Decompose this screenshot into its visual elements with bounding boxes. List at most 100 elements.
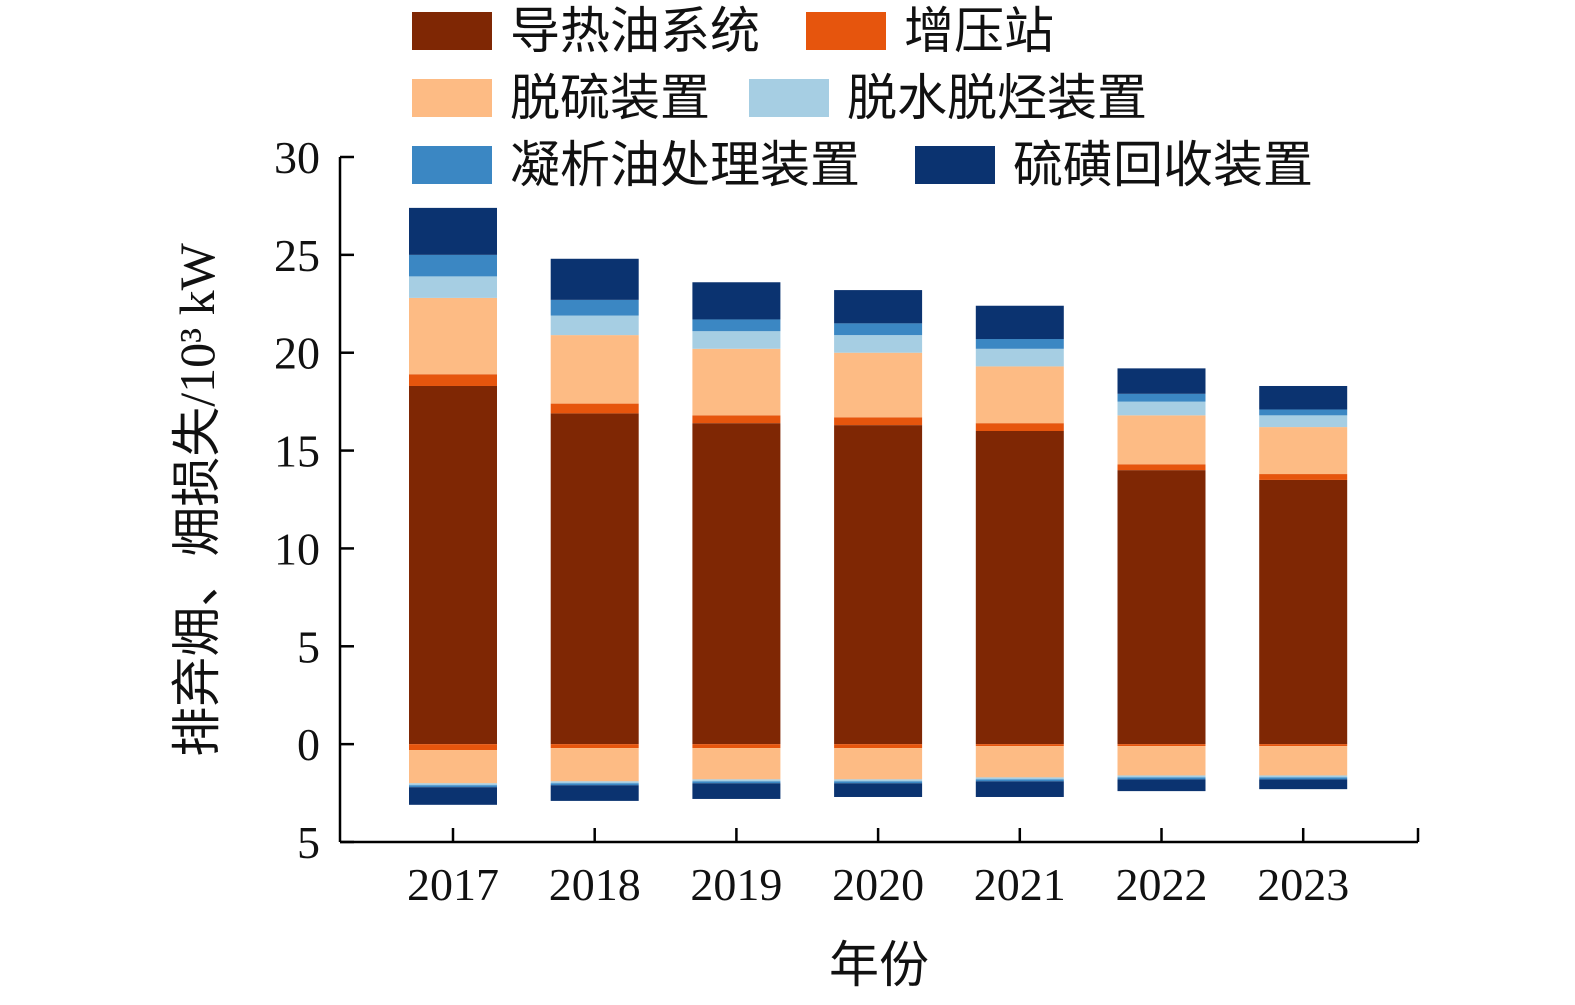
bar-segment-negative [409, 787, 497, 805]
bar-segment [1117, 401, 1206, 416]
bar-segment [409, 276, 497, 298]
x-tick-label: 2018 [549, 859, 641, 910]
bar-segment [975, 339, 1064, 349]
bar-segment [550, 335, 639, 404]
bar-segment [692, 348, 781, 416]
bar-segment [1259, 427, 1348, 475]
bar-segment-negative [550, 748, 639, 782]
y-tick-label: 20 [274, 328, 320, 379]
bar-segment-negative [1259, 744, 1348, 747]
bar-segment-negative [834, 779, 923, 782]
y-ticks: 30 25 20 15 10 5 0 5 [274, 132, 354, 868]
bar-segment-negative [550, 785, 639, 801]
legend-swatch [412, 146, 492, 184]
bar-segment-negative [975, 744, 1064, 747]
bar-segment-negative [692, 783, 781, 799]
bar-segment-negative [692, 744, 781, 749]
bar-segment-negative [1259, 775, 1348, 778]
bar-segment-negative [975, 779, 1064, 782]
legend-swatch [915, 146, 995, 184]
bar-segment [550, 299, 639, 316]
bar-segment [975, 348, 1064, 367]
bar-segment [1117, 368, 1206, 394]
bar-segment-negative [1117, 779, 1206, 792]
bar-segment [975, 366, 1064, 424]
bar-segment [409, 297, 497, 375]
bar-segment-negative [692, 779, 781, 782]
bar-segment [692, 415, 781, 424]
bar-segment [975, 423, 1064, 431]
bar-segment [409, 207, 497, 255]
bar-segment-negative [834, 783, 923, 797]
bar-segment-negative [834, 748, 923, 780]
y-tick-label: 5 [297, 621, 320, 672]
bar-segment [1117, 470, 1206, 745]
bar-segment-negative [1117, 744, 1206, 747]
legend-label: 导热油系统 [510, 3, 760, 59]
bar-segment-negative [1117, 746, 1206, 776]
bar-segment [834, 335, 923, 353]
bar-segment-negative [975, 746, 1064, 778]
bar-segment [550, 403, 639, 414]
bar-segment-negative [692, 748, 781, 780]
bar-segment [692, 282, 781, 320]
x-axis-title: 年份 [829, 937, 929, 993]
bar-segment [550, 258, 639, 300]
y-tick-label: 0 [297, 719, 320, 770]
bar-segment [834, 352, 923, 418]
bar-segment-negative [1259, 779, 1348, 790]
y-tick-label: 5 [297, 817, 320, 868]
legend-swatch [749, 79, 829, 117]
bar-segment [1117, 393, 1206, 402]
bar-segment [1117, 464, 1206, 471]
bar-segment-negative [975, 777, 1064, 780]
bar-segment [834, 323, 923, 336]
bar-segment-negative [975, 781, 1064, 797]
bar-segment [409, 385, 497, 745]
y-axis-title: 排弃㶲、㶲损失/10³ kW [169, 242, 225, 756]
bar-segment [409, 374, 497, 386]
x-tick-label: 2017 [407, 859, 499, 910]
bar-segment-negative [834, 744, 923, 749]
bar-segment [550, 413, 639, 745]
bar-segment-negative [409, 783, 497, 786]
y-tick-label: 30 [274, 132, 320, 183]
bar-segment [409, 254, 497, 277]
y-tick-label: 10 [274, 523, 320, 574]
bar-segment [1259, 385, 1348, 410]
bars [409, 207, 1348, 805]
bar-segment-negative [1259, 746, 1348, 776]
bar-segment [692, 423, 781, 745]
bar-segment [692, 319, 781, 332]
x-tick-label: 2022 [1116, 859, 1208, 910]
bar-segment [834, 425, 923, 745]
bar-segment-negative [692, 781, 781, 784]
x-tick-label: 2021 [974, 859, 1066, 910]
bar-segment [1117, 415, 1206, 465]
bar-segment [1259, 474, 1348, 480]
bar-segment-negative [834, 781, 923, 784]
bar-segment [975, 431, 1064, 745]
bar-segment-negative [409, 785, 497, 788]
bar-segment [834, 417, 923, 426]
legend-label: 凝析油处理装置 [510, 137, 860, 193]
y-tick-label: 25 [274, 230, 320, 281]
bar-segment [550, 315, 639, 336]
x-tick-label: 2020 [832, 859, 924, 910]
legend-label: 脱硫装置 [510, 70, 710, 126]
y-tick-label: 15 [274, 426, 320, 477]
bar-segment [692, 331, 781, 349]
legend-label: 硫磺回收装置 [1013, 137, 1313, 193]
bar-segment-negative [409, 744, 497, 751]
legend-label: 增压站 [904, 3, 1054, 59]
bar-segment-negative [1259, 777, 1348, 780]
legend-swatch [806, 12, 886, 50]
bar-segment [1259, 409, 1348, 416]
bar-segment-negative [1117, 777, 1206, 780]
legend-label: 脱水脱烃装置 [847, 70, 1147, 126]
bar-segment-negative [550, 744, 639, 749]
legend-swatch [412, 79, 492, 117]
